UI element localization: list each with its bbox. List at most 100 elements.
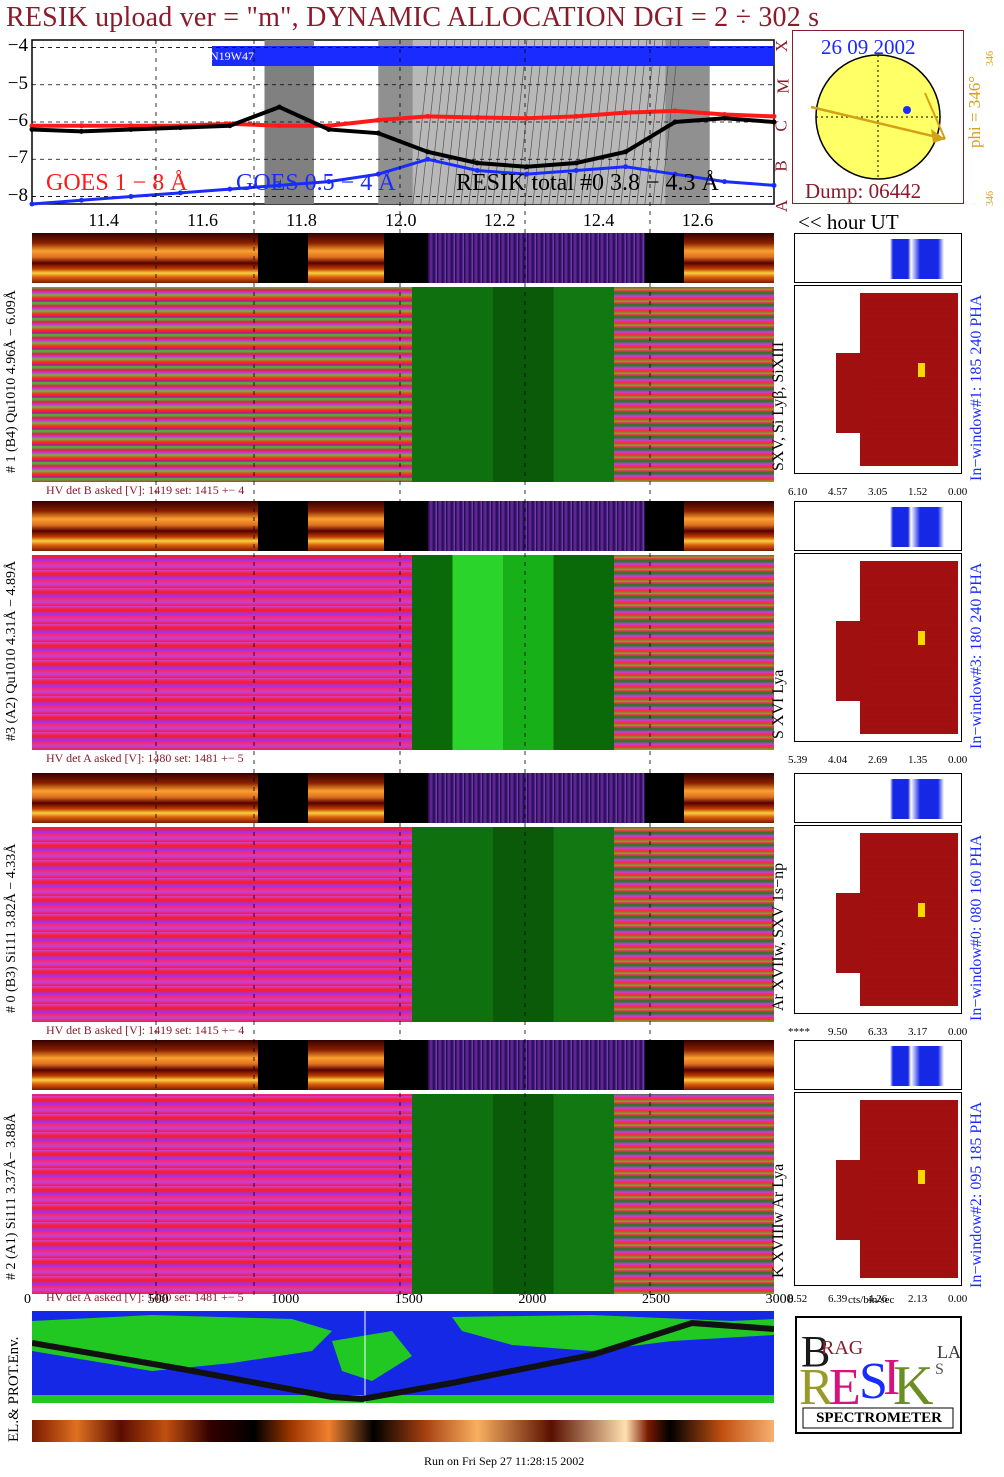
hatch-line [644, 39, 664, 205]
detector-2-gap [384, 773, 428, 823]
detector-2-gap [258, 773, 308, 823]
detector-1-scale-tick: 0.00 [948, 754, 968, 766]
detector-1-spectrum-fill [860, 561, 958, 734]
bottom-unit: cts/bin/sec [848, 1294, 895, 1306]
hatch-line [436, 39, 456, 205]
detector-3-hv-text: HV det A asked [V]: 1480 set: 1481 +− 5 [46, 1290, 244, 1304]
page-title: RESIK upload ver = "m", DYNAMIC ALLOCATI… [6, 2, 820, 33]
detector-2-marker [918, 903, 925, 917]
series-point [672, 108, 678, 114]
class-letter: X [772, 39, 792, 53]
series-point [722, 115, 728, 121]
detector-0-spectrogram-mid [412, 287, 614, 482]
detector-0-hv-text: HV det B asked [V]: 1419 set: 1415 +− 4 [46, 483, 245, 497]
hatch-line [620, 39, 640, 205]
bottom-tick-label: 2500 [642, 1292, 670, 1307]
detector-3-spectrogram-left [32, 1094, 412, 1294]
series-point [78, 123, 84, 129]
detector-2-scale-tick: 9.50 [828, 1026, 848, 1038]
hour-tick-label: 12.0 [385, 210, 417, 230]
phi-arrow-icon [810, 105, 946, 141]
detector-1-line-label: S XVI Lya [770, 669, 787, 739]
bottom-tick-label: 1000 [271, 1292, 300, 1307]
series-point [326, 126, 332, 132]
series-point [128, 126, 134, 132]
phi-label: phi = 346° [965, 75, 984, 148]
detector-3-spectrum-bulge [836, 1160, 866, 1240]
series-point [623, 164, 629, 170]
detector-3-window-label: In−window#2: 095 185 PHA [968, 1101, 985, 1288]
detector-3-scale-tick: 6.39 [828, 1293, 848, 1305]
detector-2-gap [645, 773, 684, 823]
detector-0-spectrogram-right [614, 287, 774, 482]
detector-2-line-label: Ar XVIIw, SXV 1s−np [770, 862, 787, 1011]
detector-1-label: #3 (A2) Qu1010 4.31Å − 4.89Å [4, 560, 19, 741]
hatch-line [604, 39, 624, 205]
series-point [375, 117, 381, 123]
detector-3-gap [645, 1040, 684, 1090]
series-point [276, 182, 282, 188]
hatch-line [508, 39, 528, 205]
series-point [227, 186, 233, 192]
detector-3-spectrum-fill [860, 1100, 958, 1278]
hatch-line [636, 39, 656, 205]
detector-1-marker [918, 631, 925, 645]
detector-3-gap [384, 1040, 428, 1090]
bottom-tick-label: 3000 [765, 1292, 794, 1307]
detector-1-spectrogram-mid [412, 555, 614, 750]
svg-text:RAG: RAG [821, 1337, 863, 1359]
detector-1-strip-dark [428, 501, 645, 551]
y-tick-label: −4 [7, 35, 28, 57]
y-tick-label: −6 [7, 110, 28, 131]
hatch-line [460, 39, 480, 205]
resik-logo: B RAG R E S I K S LAR SPECTROMETER [795, 1316, 973, 1434]
detector-2-strip-dark [428, 773, 645, 823]
series-point [672, 119, 678, 125]
bottom-tick-label: 2000 [518, 1292, 547, 1307]
detector-0-gap [645, 233, 684, 283]
hour-tick-label: 12.6 [681, 210, 714, 230]
hour-tick-label: 11.4 [88, 210, 120, 230]
series-point [78, 197, 84, 203]
svg-text:B: B [801, 1327, 830, 1376]
detector-1-scale-tick: 5.39 [788, 754, 808, 766]
detector-0-label: # 1 (B4) Qu1010 4.96Å − 6.09Å [4, 290, 19, 473]
hour-axis-label: << hour UT [798, 210, 899, 234]
detector-2-spectrum-fill [860, 833, 958, 1006]
svg-text:S: S [859, 1353, 888, 1410]
detector-2-spectrogram-left [32, 827, 412, 1022]
detector-0-marker [918, 363, 925, 377]
series-point [425, 113, 431, 119]
sun-panel: 26 09 2002 Dump: 06442 [792, 30, 964, 204]
hatch-line [580, 39, 600, 205]
flare-label: N19W47 [210, 49, 254, 63]
series-point [177, 190, 183, 196]
detector-2-pha-histogram [800, 779, 950, 819]
series-point [375, 130, 381, 136]
series-point [29, 201, 35, 207]
series-point [771, 182, 777, 188]
series-point [227, 123, 233, 129]
legend-resik: RESIK total #0 3.8 − 4.3 Å [456, 170, 719, 196]
detector-0-scale-tick: 4.57 [828, 486, 848, 498]
hatch-line [516, 39, 536, 205]
detector-1-gap [645, 501, 684, 551]
series-point [722, 112, 728, 118]
hour-tick-label: 12.2 [483, 210, 516, 230]
footer-run: Run on Fri Sep 27 11:28:15 2002 [424, 1454, 585, 1468]
class-letter: M [773, 78, 793, 94]
series-point [524, 115, 530, 121]
detector-2-spectrogram-right [614, 827, 774, 1022]
detector-2-scale-tick: 0.00 [948, 1026, 968, 1038]
svg-text:LAR: LAR [937, 1342, 960, 1362]
hatch-line [628, 39, 648, 205]
env-label: EL.& PROT.Env. [6, 1336, 22, 1442]
detector-1-spectrogram-left [32, 555, 412, 750]
series-point [474, 160, 480, 166]
detector-1-window-label: In−window#3: 180 240 PHA [968, 562, 985, 749]
detector-2-spectrogram-mid [412, 827, 614, 1022]
hour-tick-label: 12.4 [582, 210, 615, 230]
series-point [29, 126, 35, 132]
hatch-line [484, 39, 504, 205]
y-tick-label: −8 [7, 184, 28, 206]
